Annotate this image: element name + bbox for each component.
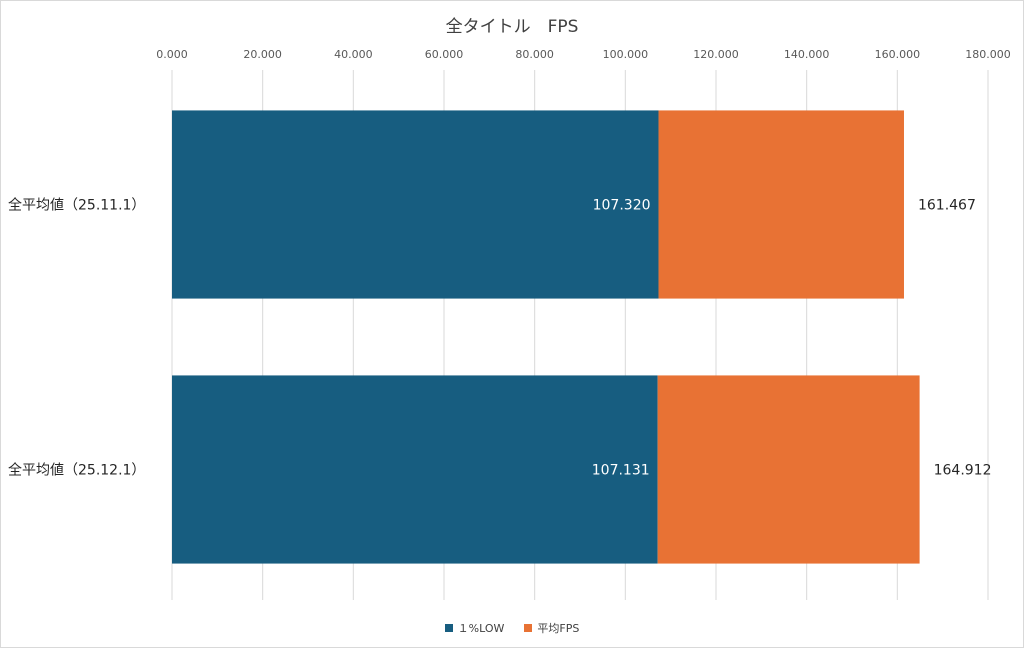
legend-item-1pct-low: １%LOW <box>444 620 505 636</box>
chart-title: 全タイトル FPS <box>445 17 579 37</box>
bar-segment <box>172 375 658 564</box>
data-label: 107.320 <box>593 198 651 214</box>
x-tick-label: 0.000 <box>156 48 188 61</box>
x-tick-label: 120.000 <box>693 48 739 61</box>
legend-label-1pct-low: １%LOW <box>457 622 505 635</box>
x-tick-label: 100.000 <box>603 48 649 61</box>
category-label: 全平均値（25.12.1） <box>8 462 145 479</box>
x-tick-label: 180.000 <box>965 48 1011 61</box>
legend: １%LOW 平均FPS <box>0 620 1024 636</box>
x-tick-label: 60.000 <box>425 48 464 61</box>
x-tick-label: 160.000 <box>875 48 921 61</box>
x-tick-label: 80.000 <box>515 48 554 61</box>
legend-swatch-1pct-low <box>444 624 453 632</box>
x-tick-label: 140.000 <box>784 48 830 61</box>
legend-label-average-fps: 平均FPS <box>537 622 580 635</box>
x-tick-label: 20.000 <box>243 48 282 61</box>
bar-segment <box>172 110 659 299</box>
legend-item-average-fps: 平均FPS <box>524 620 579 636</box>
bar-segment <box>658 110 904 299</box>
x-tick-label: 40.000 <box>334 48 373 61</box>
data-label: 107.131 <box>592 463 650 479</box>
bar-segment <box>657 375 920 564</box>
legend-swatch-average-fps <box>524 624 533 632</box>
data-label: 164.912 <box>934 463 992 479</box>
category-label: 全平均値（25.11.1） <box>8 197 145 214</box>
data-label: 161.467 <box>918 198 976 214</box>
